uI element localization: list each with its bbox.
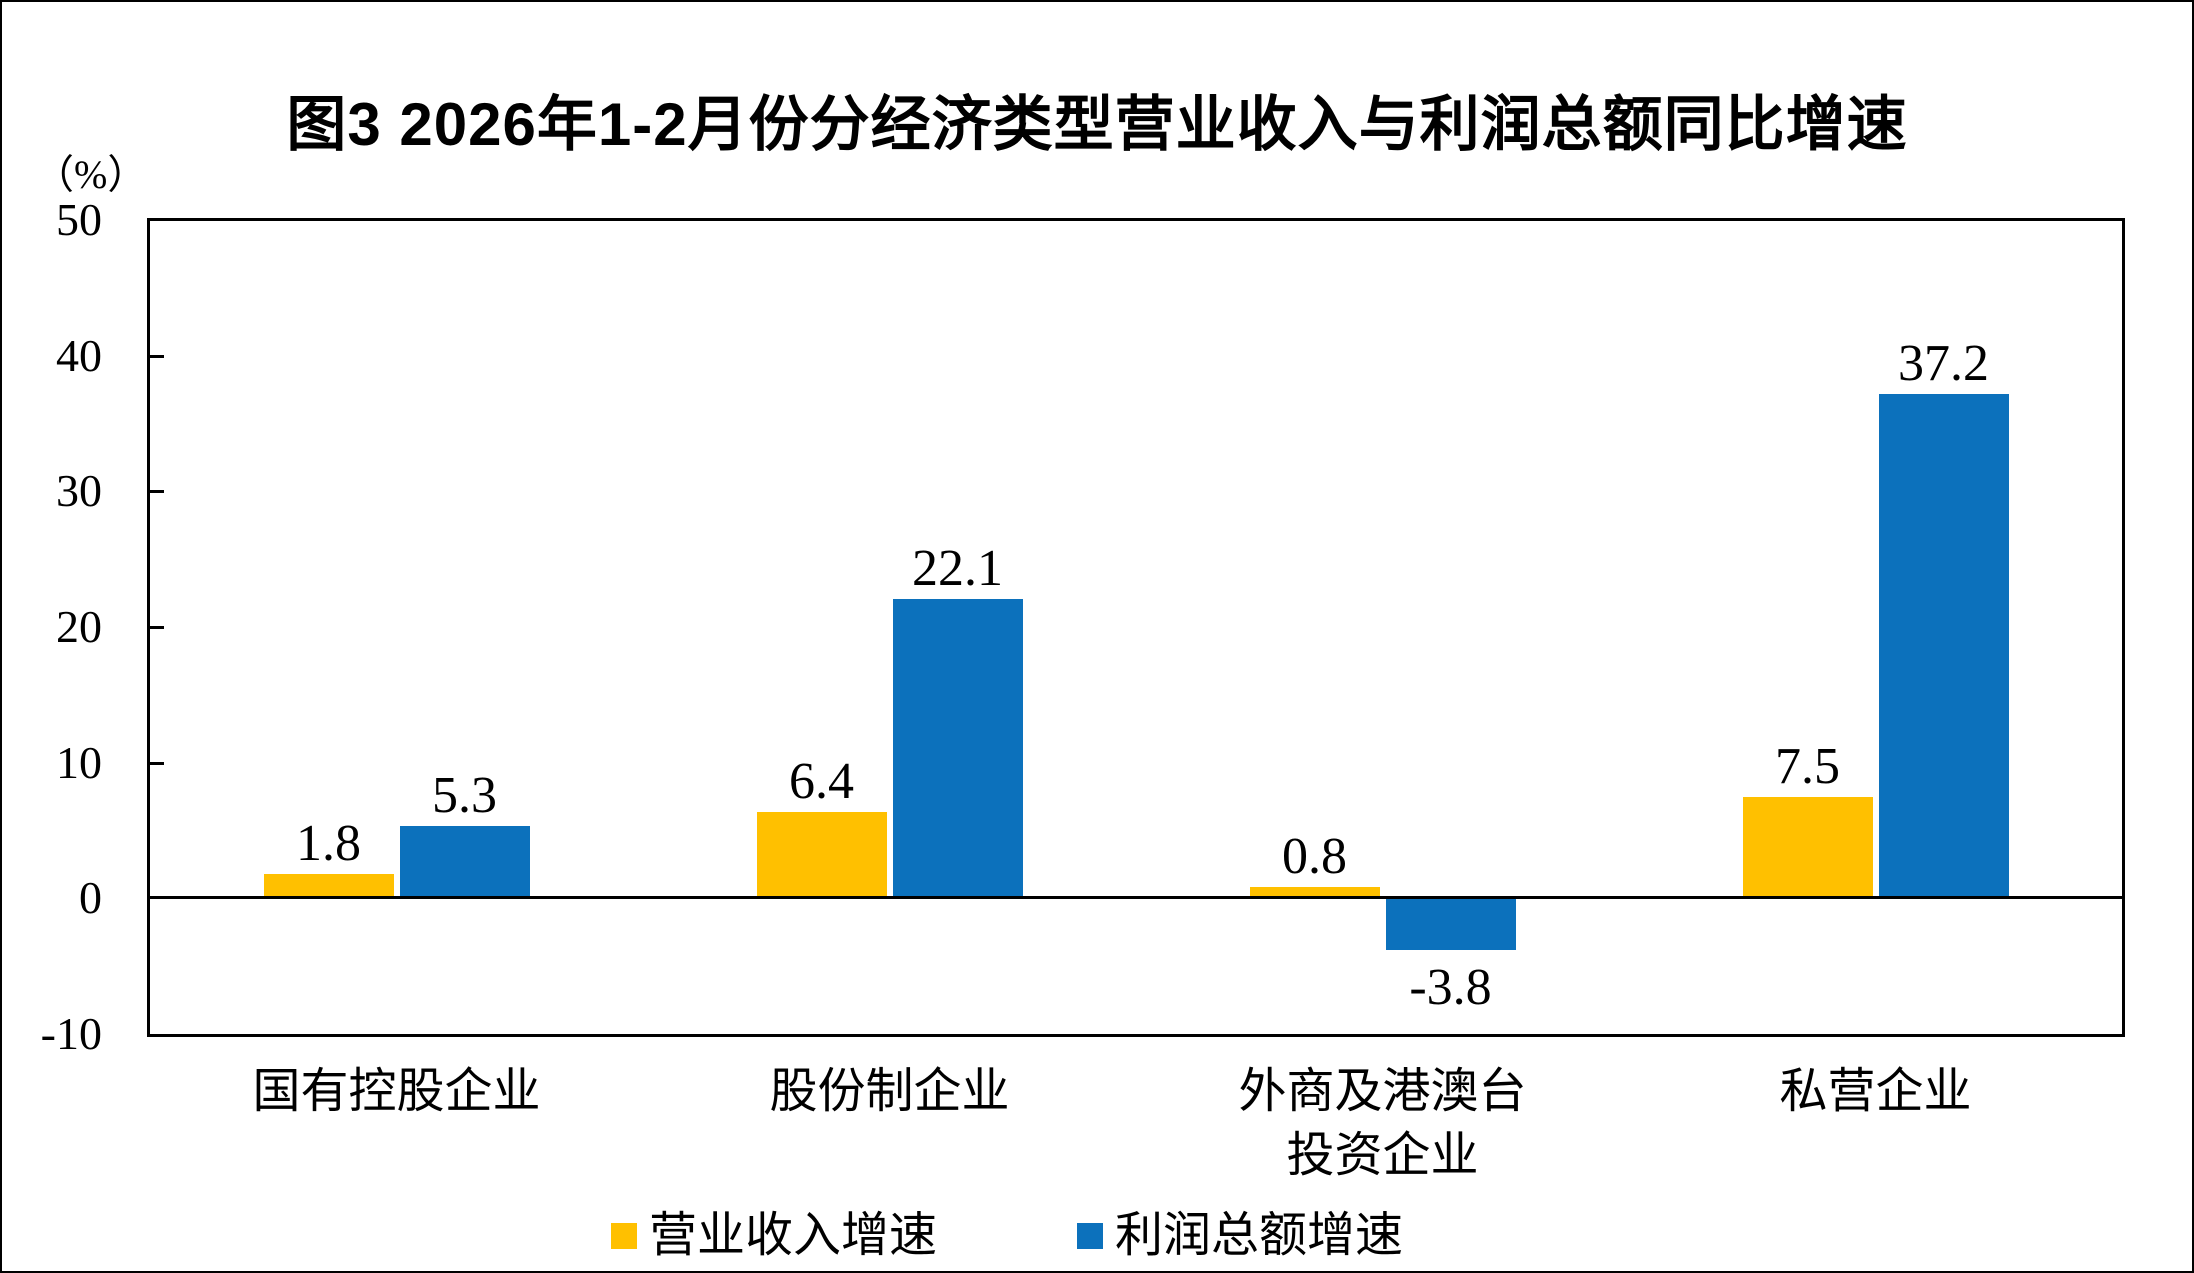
- y-axis-label: 50: [56, 194, 102, 245]
- y-axis-tick: [150, 490, 164, 494]
- data-label: -3.8: [1409, 958, 1492, 1016]
- category-label: 国有控股企业: [252, 1065, 541, 1118]
- y-axis-label: 40: [56, 329, 102, 381]
- bar-利润总额增速-私营企业: [1878, 393, 2009, 899]
- zero-line: [150, 896, 2122, 900]
- y-axis-tick: [150, 354, 164, 358]
- data-label: 37.2: [1898, 334, 1989, 392]
- data-label: 22.1: [912, 539, 1003, 597]
- chart-title: 图3 2026年1-2月份分经济类型营业收入与利润总额同比增速: [286, 91, 1908, 158]
- y-axis-label: 10: [56, 736, 102, 788]
- bar-营业收入增速-私营企业: [1742, 796, 1873, 899]
- plot-area: [147, 218, 2125, 1037]
- legend: 营业收入增速 利润总额增速: [2, 1208, 2102, 1264]
- data-label: 0.8: [1282, 828, 1347, 886]
- data-label: 6.4: [789, 752, 854, 810]
- legend-label: 利润总额增速: [1115, 1209, 1404, 1262]
- bar-利润总额增速-国有控股企业: [399, 826, 530, 899]
- y-axis-label: 30: [56, 465, 102, 517]
- data-label: 1.8: [296, 814, 361, 872]
- y-axis-label: -10: [40, 1008, 102, 1059]
- legend-item: 营业收入增速: [610, 1208, 937, 1264]
- data-label: 7.5: [1775, 737, 1840, 795]
- y-axis-unit-label: （%）: [34, 152, 148, 197]
- bar-营业收入增速-国有控股企业: [263, 873, 394, 899]
- bar-利润总额增速-股份制企业: [892, 598, 1023, 899]
- legend-swatch-icon: [1077, 1223, 1103, 1249]
- bar-营业收入增速-股份制企业: [756, 811, 887, 899]
- category-label: 外商及港澳台 投资企业: [1238, 1065, 1527, 1182]
- y-axis-tick: [150, 761, 164, 765]
- bar-利润总额增速-外商及港澳台投资企业: [1385, 898, 1516, 950]
- data-label: 5.3: [432, 767, 497, 825]
- legend-item: 利润总额增速: [1077, 1208, 1403, 1264]
- legend-label: 营业收入增速: [648, 1209, 937, 1262]
- category-label: 私营企业: [1779, 1065, 1972, 1118]
- y-axis-label: 20: [56, 601, 102, 652]
- y-axis-tick: [150, 626, 164, 629]
- y-axis-label: 0: [79, 872, 102, 924]
- legend-swatch-icon: [610, 1223, 637, 1249]
- bar-营业收入增速-外商及港澳台投资企业: [1249, 887, 1380, 899]
- category-label: 股份制企业: [769, 1065, 1010, 1118]
